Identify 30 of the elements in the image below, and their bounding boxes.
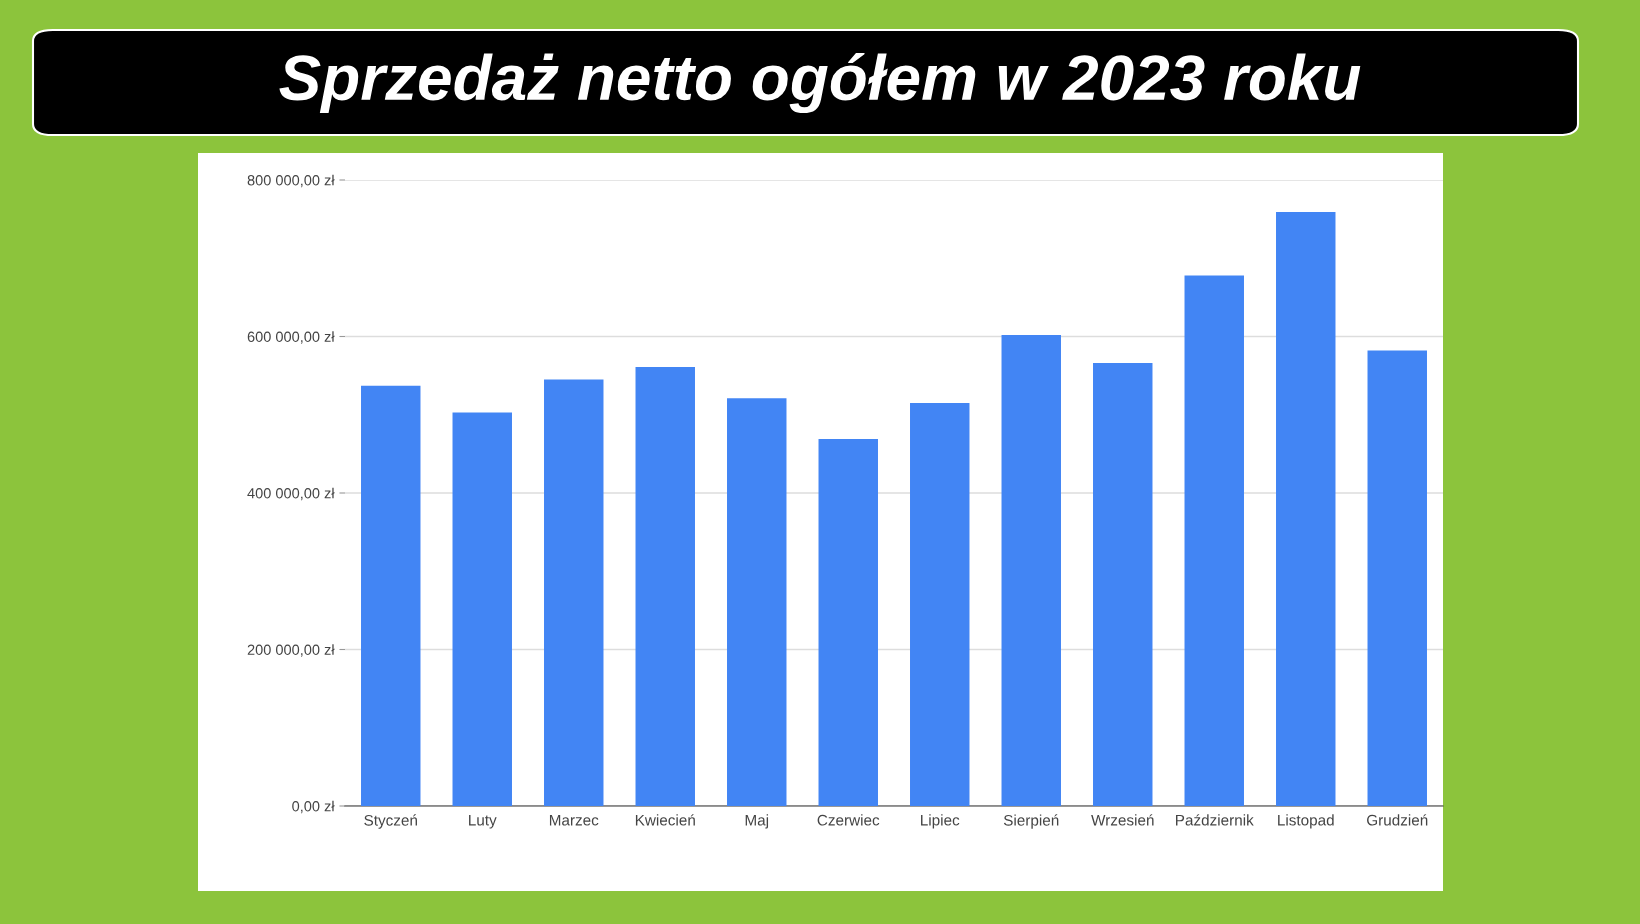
x-tick-label: Kwiecień <box>635 814 695 826</box>
y-tick-label: 800 000,00 zł <box>247 174 335 188</box>
x-tick-label: Sierpień <box>1003 814 1059 829</box>
bar <box>1276 212 1336 806</box>
x-tick-label: Listopad <box>1278 814 1334 829</box>
bar <box>1093 363 1153 806</box>
bar <box>1367 350 1427 806</box>
bar <box>910 403 970 806</box>
bar <box>727 398 787 806</box>
x-tick-label: Marzec <box>549 814 599 826</box>
y-tick-label: 0,00 zł <box>292 800 335 814</box>
y-tick-label: 600 000,00 zł <box>247 331 335 344</box>
x-tick-label: Lipiec <box>921 814 960 829</box>
x-tick-label: Luty <box>469 814 497 829</box>
bar <box>452 412 512 806</box>
x-tick-label: Maj <box>745 814 769 829</box>
bar <box>1184 275 1244 806</box>
x-tick-label: Czerwiec <box>817 814 880 826</box>
bar <box>1001 334 1061 806</box>
bar <box>361 385 421 806</box>
bar <box>818 439 878 806</box>
bar <box>544 379 604 806</box>
x-tick-label: Grudzień <box>1367 814 1428 826</box>
x-tick-label: Wrzesień <box>1091 814 1154 826</box>
bar <box>635 367 695 806</box>
x-tick-label: Styczeń <box>364 814 417 829</box>
y-tick-label: 400 000,00 zł <box>247 487 335 501</box>
y-tick-label: 200 000,00 zł <box>247 644 335 657</box>
x-tick-label: Październik <box>1176 814 1254 826</box>
chart-title: Sprzedaż netto ogółem w 2023 roku <box>279 52 1361 114</box>
